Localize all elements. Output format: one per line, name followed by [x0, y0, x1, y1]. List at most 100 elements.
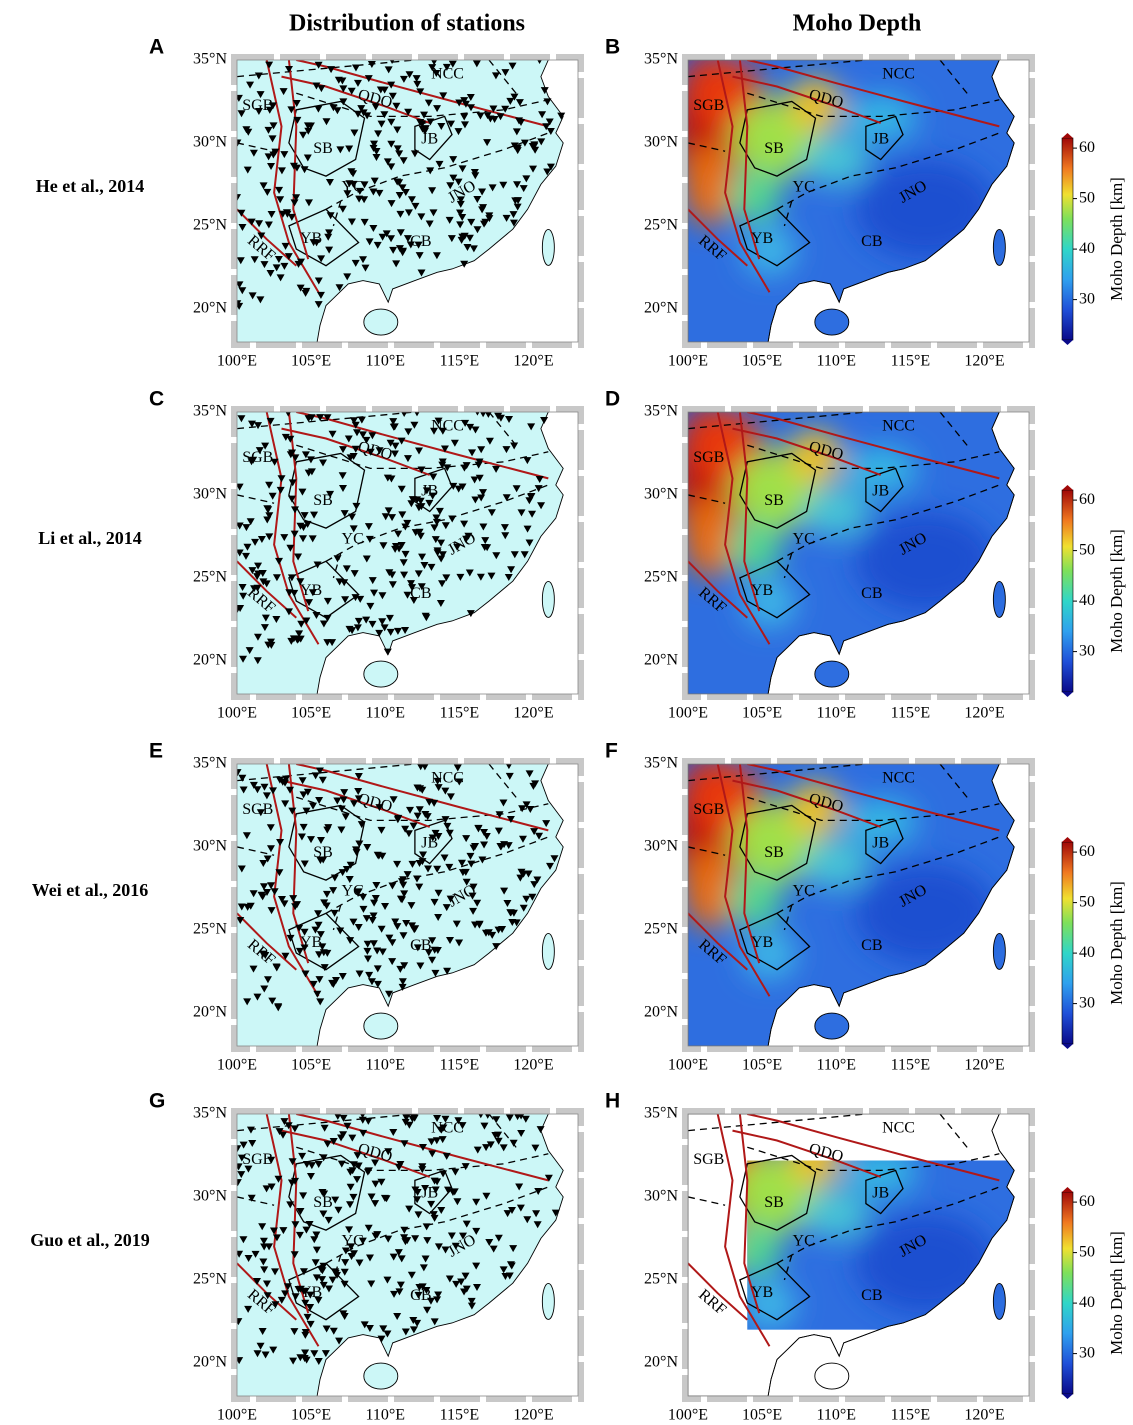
station — [474, 824, 483, 832]
station — [384, 66, 393, 74]
station — [520, 551, 529, 559]
coastline — [767, 1114, 1015, 1396]
station — [509, 1139, 518, 1147]
region-label: CB — [861, 585, 882, 602]
station — [359, 905, 368, 913]
station — [431, 60, 438, 66]
region-label: SGB — [693, 97, 724, 114]
station — [464, 532, 473, 540]
moho-blob — [688, 142, 737, 226]
lat-tick-label: 25°N — [193, 1271, 227, 1288]
station — [301, 1349, 310, 1357]
station — [472, 1262, 481, 1270]
station — [280, 534, 289, 542]
station — [369, 912, 378, 920]
region-label: NCC — [431, 1120, 464, 1137]
station — [517, 509, 526, 517]
station — [349, 918, 358, 926]
station — [258, 569, 267, 577]
station — [519, 185, 528, 193]
station — [286, 451, 295, 459]
lon-tick-label: 120°E — [513, 353, 553, 370]
station — [375, 189, 384, 197]
station — [362, 616, 371, 624]
region-label: YB — [300, 582, 322, 599]
station — [387, 235, 396, 243]
block-boundary — [747, 92, 1000, 118]
block-boundary — [747, 1146, 1000, 1172]
station — [494, 1137, 503, 1145]
station — [467, 218, 476, 226]
station — [429, 473, 438, 481]
station — [298, 777, 307, 785]
station — [459, 1232, 468, 1240]
station — [296, 1354, 305, 1362]
station — [272, 1234, 281, 1242]
lon-tick-label: 110°E — [365, 1407, 405, 1424]
moho-blob — [803, 838, 869, 889]
fault — [296, 1114, 549, 1182]
station — [338, 869, 347, 877]
block-boundary — [237, 142, 275, 152]
station — [410, 926, 419, 934]
station — [365, 1325, 374, 1333]
station — [413, 944, 422, 952]
station — [472, 1227, 481, 1235]
station — [495, 811, 504, 819]
block-boundary — [332, 1254, 342, 1281]
block-boundary — [237, 764, 415, 782]
station — [324, 233, 333, 241]
region-label: SB — [764, 844, 784, 861]
station — [260, 1266, 269, 1274]
fault — [716, 60, 771, 293]
station — [366, 602, 375, 610]
station — [404, 428, 413, 436]
station — [386, 628, 395, 636]
station — [352, 502, 361, 510]
map-frame — [231, 758, 584, 1052]
region-label: JB — [872, 482, 889, 499]
station — [345, 875, 354, 883]
station — [249, 149, 258, 157]
station — [405, 1121, 414, 1129]
station — [420, 111, 429, 119]
station — [445, 1275, 454, 1283]
block-boundary — [296, 796, 549, 822]
station — [255, 220, 264, 228]
region-label: CB — [410, 585, 431, 602]
station — [274, 1004, 283, 1012]
station — [460, 121, 469, 129]
station — [281, 952, 290, 960]
station — [331, 1196, 340, 1204]
lat-tick-label: 35°N — [644, 755, 678, 772]
station — [272, 615, 281, 623]
station — [427, 563, 436, 571]
station — [487, 509, 496, 517]
station — [513, 181, 522, 189]
station — [458, 869, 467, 877]
station — [413, 784, 422, 792]
station — [415, 1283, 424, 1291]
station — [395, 191, 404, 199]
station — [401, 1118, 410, 1126]
station — [432, 518, 441, 526]
station — [245, 647, 254, 655]
fault — [747, 1114, 1000, 1182]
station — [318, 1188, 327, 1196]
map-frame — [682, 406, 1035, 700]
lat-tick-label: 35°N — [644, 51, 678, 68]
station — [425, 220, 434, 228]
block-boundary — [688, 142, 726, 152]
station — [242, 524, 251, 532]
station — [363, 843, 372, 851]
station — [417, 583, 426, 591]
lon-tick-label: 110°E — [365, 705, 405, 722]
station — [403, 591, 412, 599]
block-boundary — [776, 484, 1000, 562]
station — [434, 914, 443, 922]
station — [523, 1216, 532, 1224]
region-label: SB — [313, 844, 333, 861]
region-label: YC — [342, 882, 364, 899]
